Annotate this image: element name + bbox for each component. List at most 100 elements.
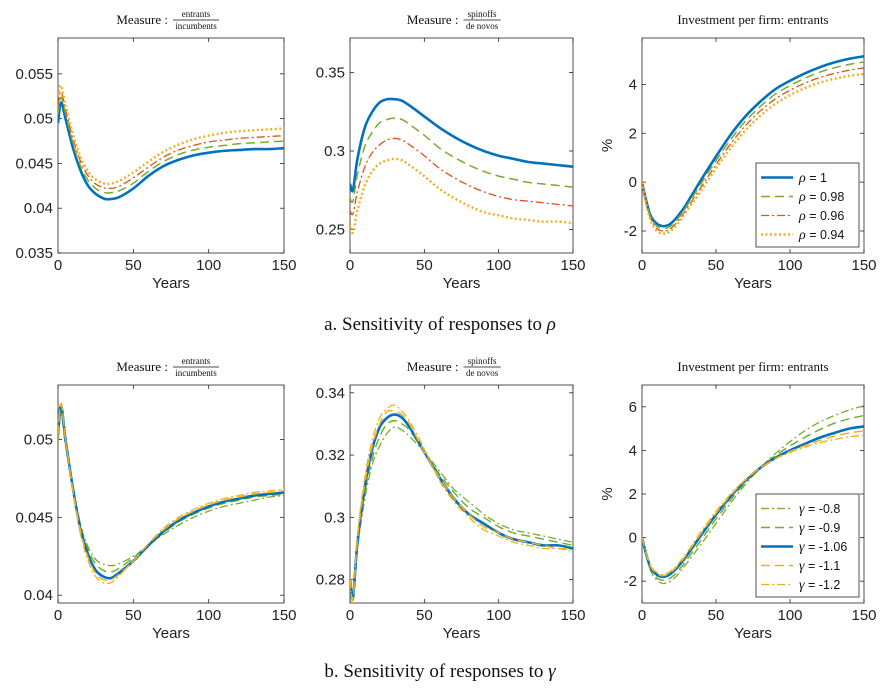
- chart-title: Measure : spinoffs de novos: [407, 9, 501, 31]
- panels: 0 50 100 150 0.035 0.04 0.045 0.05 0.055 Years Mea…: [15, 9, 876, 642]
- x-tick-label: 50: [708, 257, 725, 274]
- y-tick-label: 0.3: [324, 509, 345, 526]
- x-tick-label: 150: [560, 257, 585, 274]
- chart-panel-5: 0 50 100 150 0.28 0.3 0.32 0.34 Years Measure : sp…: [316, 356, 586, 642]
- plot-area: [641, 37, 865, 254]
- x-tick-label: 50: [125, 257, 142, 274]
- chart-title-prefix: Measure :: [116, 359, 168, 374]
- series-line-5: [350, 404, 573, 603]
- y-tick-label: 2: [629, 125, 637, 142]
- series-line-4: [350, 157, 573, 235]
- chart-panel-4: 0 50 100 150 0.04 0.045 0.05 Years Measure : entr…: [15, 356, 296, 642]
- y-tick-label: 0.055: [15, 66, 53, 83]
- y-tick-label: 0.05: [24, 432, 53, 449]
- legend-entry: γ = -0.8: [799, 502, 840, 517]
- x-tick-label: 100: [777, 607, 802, 624]
- y-tick-label: 0.035: [15, 245, 53, 262]
- caption-a: a. Sensitivity of responses to ρ: [324, 314, 556, 335]
- chart-panel-1: 0 50 100 150 0.035 0.04 0.045 0.05 0.055 Years Mea…: [15, 9, 296, 292]
- series-line-1: [642, 405, 864, 585]
- y-tick-label: 0.3: [324, 143, 345, 160]
- series-line-3: [58, 403, 284, 580]
- x-tick-label: 150: [271, 257, 296, 274]
- chart-title-numerator: entrants: [182, 356, 211, 366]
- x-tick-label: 50: [416, 257, 433, 274]
- series-line-4: [350, 409, 573, 601]
- series-line-3: [642, 425, 864, 579]
- chart-title: Measure : entrants incumbents: [116, 356, 219, 378]
- x-axis-label: Years: [734, 625, 772, 642]
- x-tick-label: 150: [271, 607, 296, 624]
- x-axis-label: Years: [443, 625, 481, 642]
- legend-entry: γ = -1.2: [799, 578, 840, 593]
- chart-title-denominator: incumbents: [175, 21, 217, 31]
- plot-area: [57, 384, 285, 604]
- x-tick-label: 150: [851, 257, 876, 274]
- x-tick-label: 0: [346, 257, 354, 274]
- caption-a-symbol: ρ: [546, 314, 556, 335]
- x-tick-label: 150: [851, 607, 876, 624]
- series-line-2: [350, 117, 573, 204]
- series-group: [642, 55, 864, 235]
- y-axis-label: %: [599, 487, 616, 500]
- y-tick-label: 6: [629, 399, 637, 416]
- x-tick-label: 50: [416, 607, 433, 624]
- x-tick-label: 0: [346, 607, 354, 624]
- series-line-2: [642, 61, 864, 230]
- x-tick-label: 50: [125, 607, 142, 624]
- chart-title-numerator: spinoffs: [468, 9, 497, 19]
- y-tick-label: 0.045: [15, 155, 53, 172]
- series-line-1: [58, 101, 284, 201]
- x-axis-label: Years: [734, 275, 772, 292]
- legend-entry: γ = -0.9: [799, 521, 840, 536]
- x-tick-label: 150: [560, 607, 585, 624]
- x-axis-label: Years: [152, 275, 190, 292]
- series-line-4: [58, 84, 284, 186]
- plot-area: [349, 384, 574, 604]
- caption-b-text: b. Sensitivity of responses to: [324, 661, 543, 682]
- y-tick-label: 0.32: [316, 447, 345, 464]
- y-tick-label: 0.34: [316, 385, 345, 402]
- series-group: [350, 404, 573, 603]
- y-tick-label: 0.04: [24, 587, 53, 604]
- chart-title-denominator: de novos: [466, 21, 499, 31]
- caption-b: b. Sensitivity of responses to γ: [324, 661, 556, 682]
- x-tick-label: 100: [196, 607, 221, 624]
- x-tick-label: 0: [638, 257, 646, 274]
- chart-title-denominator: de novos: [466, 368, 499, 378]
- plot-area: [57, 37, 285, 254]
- y-tick-label: 2: [629, 486, 637, 503]
- y-tick-label: 0.35: [316, 65, 345, 82]
- caption-b-symbol: γ: [548, 661, 556, 682]
- chart-title: Investment per firm: entrants: [677, 12, 828, 27]
- x-tick-label: 100: [486, 607, 511, 624]
- x-tick-label: 100: [486, 257, 511, 274]
- x-tick-label: 50: [708, 607, 725, 624]
- legend-entry: ρ = 1: [798, 171, 827, 186]
- y-tick-label: -2: [624, 223, 637, 240]
- x-axis-label: Years: [443, 275, 481, 292]
- legend-entry: γ = -1.06: [799, 540, 847, 555]
- y-tick-label: -2: [624, 573, 637, 590]
- series-line-1: [642, 55, 864, 228]
- series-line-1: [350, 97, 573, 193]
- y-tick-label: 4: [629, 442, 637, 459]
- chart-title: Measure : entrants incumbents: [116, 9, 219, 31]
- chart-title-prefix: Measure :: [116, 12, 168, 27]
- chart-title-numerator: entrants: [182, 9, 211, 19]
- x-tick-label: 100: [777, 257, 802, 274]
- x-tick-label: 0: [54, 257, 62, 274]
- series-line-1: [58, 413, 284, 567]
- x-tick-label: 0: [638, 607, 646, 624]
- series-group: [642, 405, 864, 585]
- chart-title-numerator: spinoffs: [468, 356, 497, 366]
- series-line-4: [642, 430, 864, 577]
- chart-title-denominator: incumbents: [175, 368, 217, 378]
- series-line-3: [58, 91, 284, 190]
- series-group: [58, 401, 284, 585]
- series-line-3: [642, 67, 864, 232]
- y-tick-label: 0.04: [24, 200, 53, 217]
- x-tick-label: 0: [54, 607, 62, 624]
